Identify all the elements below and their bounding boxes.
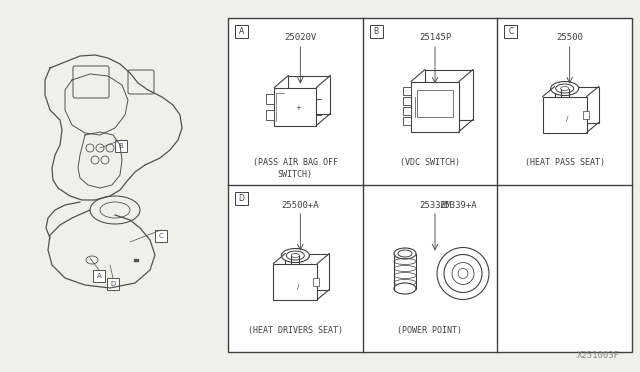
Text: 25145P: 25145P <box>419 33 451 42</box>
Circle shape <box>458 269 468 279</box>
Text: C: C <box>159 233 163 239</box>
Text: A: A <box>97 273 101 279</box>
Bar <box>266 93 275 103</box>
Text: A: A <box>239 27 244 36</box>
Bar <box>273 263 317 299</box>
Bar <box>411 81 459 131</box>
Text: (HEAT DRIVERS SEAT): (HEAT DRIVERS SEAT) <box>248 326 343 334</box>
Bar <box>228 18 632 352</box>
Text: (HEAT PASS SEAT): (HEAT PASS SEAT) <box>525 158 605 167</box>
Text: B: B <box>374 27 379 36</box>
Ellipse shape <box>286 251 305 260</box>
Text: C: C <box>508 27 513 36</box>
Text: 25020V: 25020V <box>284 33 316 42</box>
Circle shape <box>437 247 489 299</box>
Bar <box>314 278 319 285</box>
Bar <box>93 270 105 282</box>
Text: 25500+A: 25500+A <box>282 201 319 209</box>
Ellipse shape <box>282 248 309 263</box>
Text: 25336M: 25336M <box>419 201 451 209</box>
Bar <box>285 253 330 289</box>
Text: D: D <box>110 281 116 287</box>
Bar <box>543 96 587 132</box>
Ellipse shape <box>550 81 579 96</box>
Text: +: + <box>296 106 301 112</box>
Bar <box>155 230 167 242</box>
Ellipse shape <box>561 87 569 90</box>
Text: (POWER POINT): (POWER POINT) <box>397 326 463 334</box>
Ellipse shape <box>398 250 412 257</box>
Text: SWITCH): SWITCH) <box>278 170 313 179</box>
Text: /: / <box>297 283 300 289</box>
Bar <box>582 110 589 119</box>
Text: D: D <box>239 194 244 203</box>
Bar <box>235 192 248 205</box>
Ellipse shape <box>291 253 300 257</box>
Bar <box>403 116 411 125</box>
Text: (PASS AIR BAG OFF: (PASS AIR BAG OFF <box>253 158 338 167</box>
Bar <box>275 87 316 125</box>
Text: (VDC SWITCH): (VDC SWITCH) <box>400 158 460 167</box>
Text: /: / <box>566 116 569 122</box>
Text: 25500: 25500 <box>556 33 583 42</box>
Bar <box>403 96 411 105</box>
Bar <box>425 70 473 119</box>
Ellipse shape <box>394 283 416 294</box>
Bar <box>228 18 632 352</box>
Ellipse shape <box>556 84 573 93</box>
Circle shape <box>452 263 474 285</box>
Circle shape <box>444 254 482 292</box>
Bar <box>417 90 453 117</box>
Ellipse shape <box>394 248 416 259</box>
Bar <box>235 25 248 38</box>
Text: 25339+A: 25339+A <box>439 201 477 209</box>
Bar <box>370 25 383 38</box>
Bar <box>555 87 598 122</box>
Bar <box>107 278 119 290</box>
Text: B: B <box>118 143 124 149</box>
Bar <box>403 87 411 94</box>
Bar <box>115 140 127 152</box>
Bar <box>504 25 517 38</box>
Bar <box>266 109 275 119</box>
Text: X251003F: X251003F <box>577 351 620 360</box>
Bar <box>403 106 411 115</box>
Bar <box>289 76 330 113</box>
